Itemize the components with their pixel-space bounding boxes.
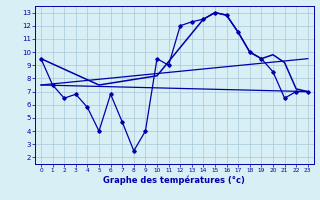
X-axis label: Graphe des températures (°c): Graphe des températures (°c) bbox=[103, 176, 245, 185]
